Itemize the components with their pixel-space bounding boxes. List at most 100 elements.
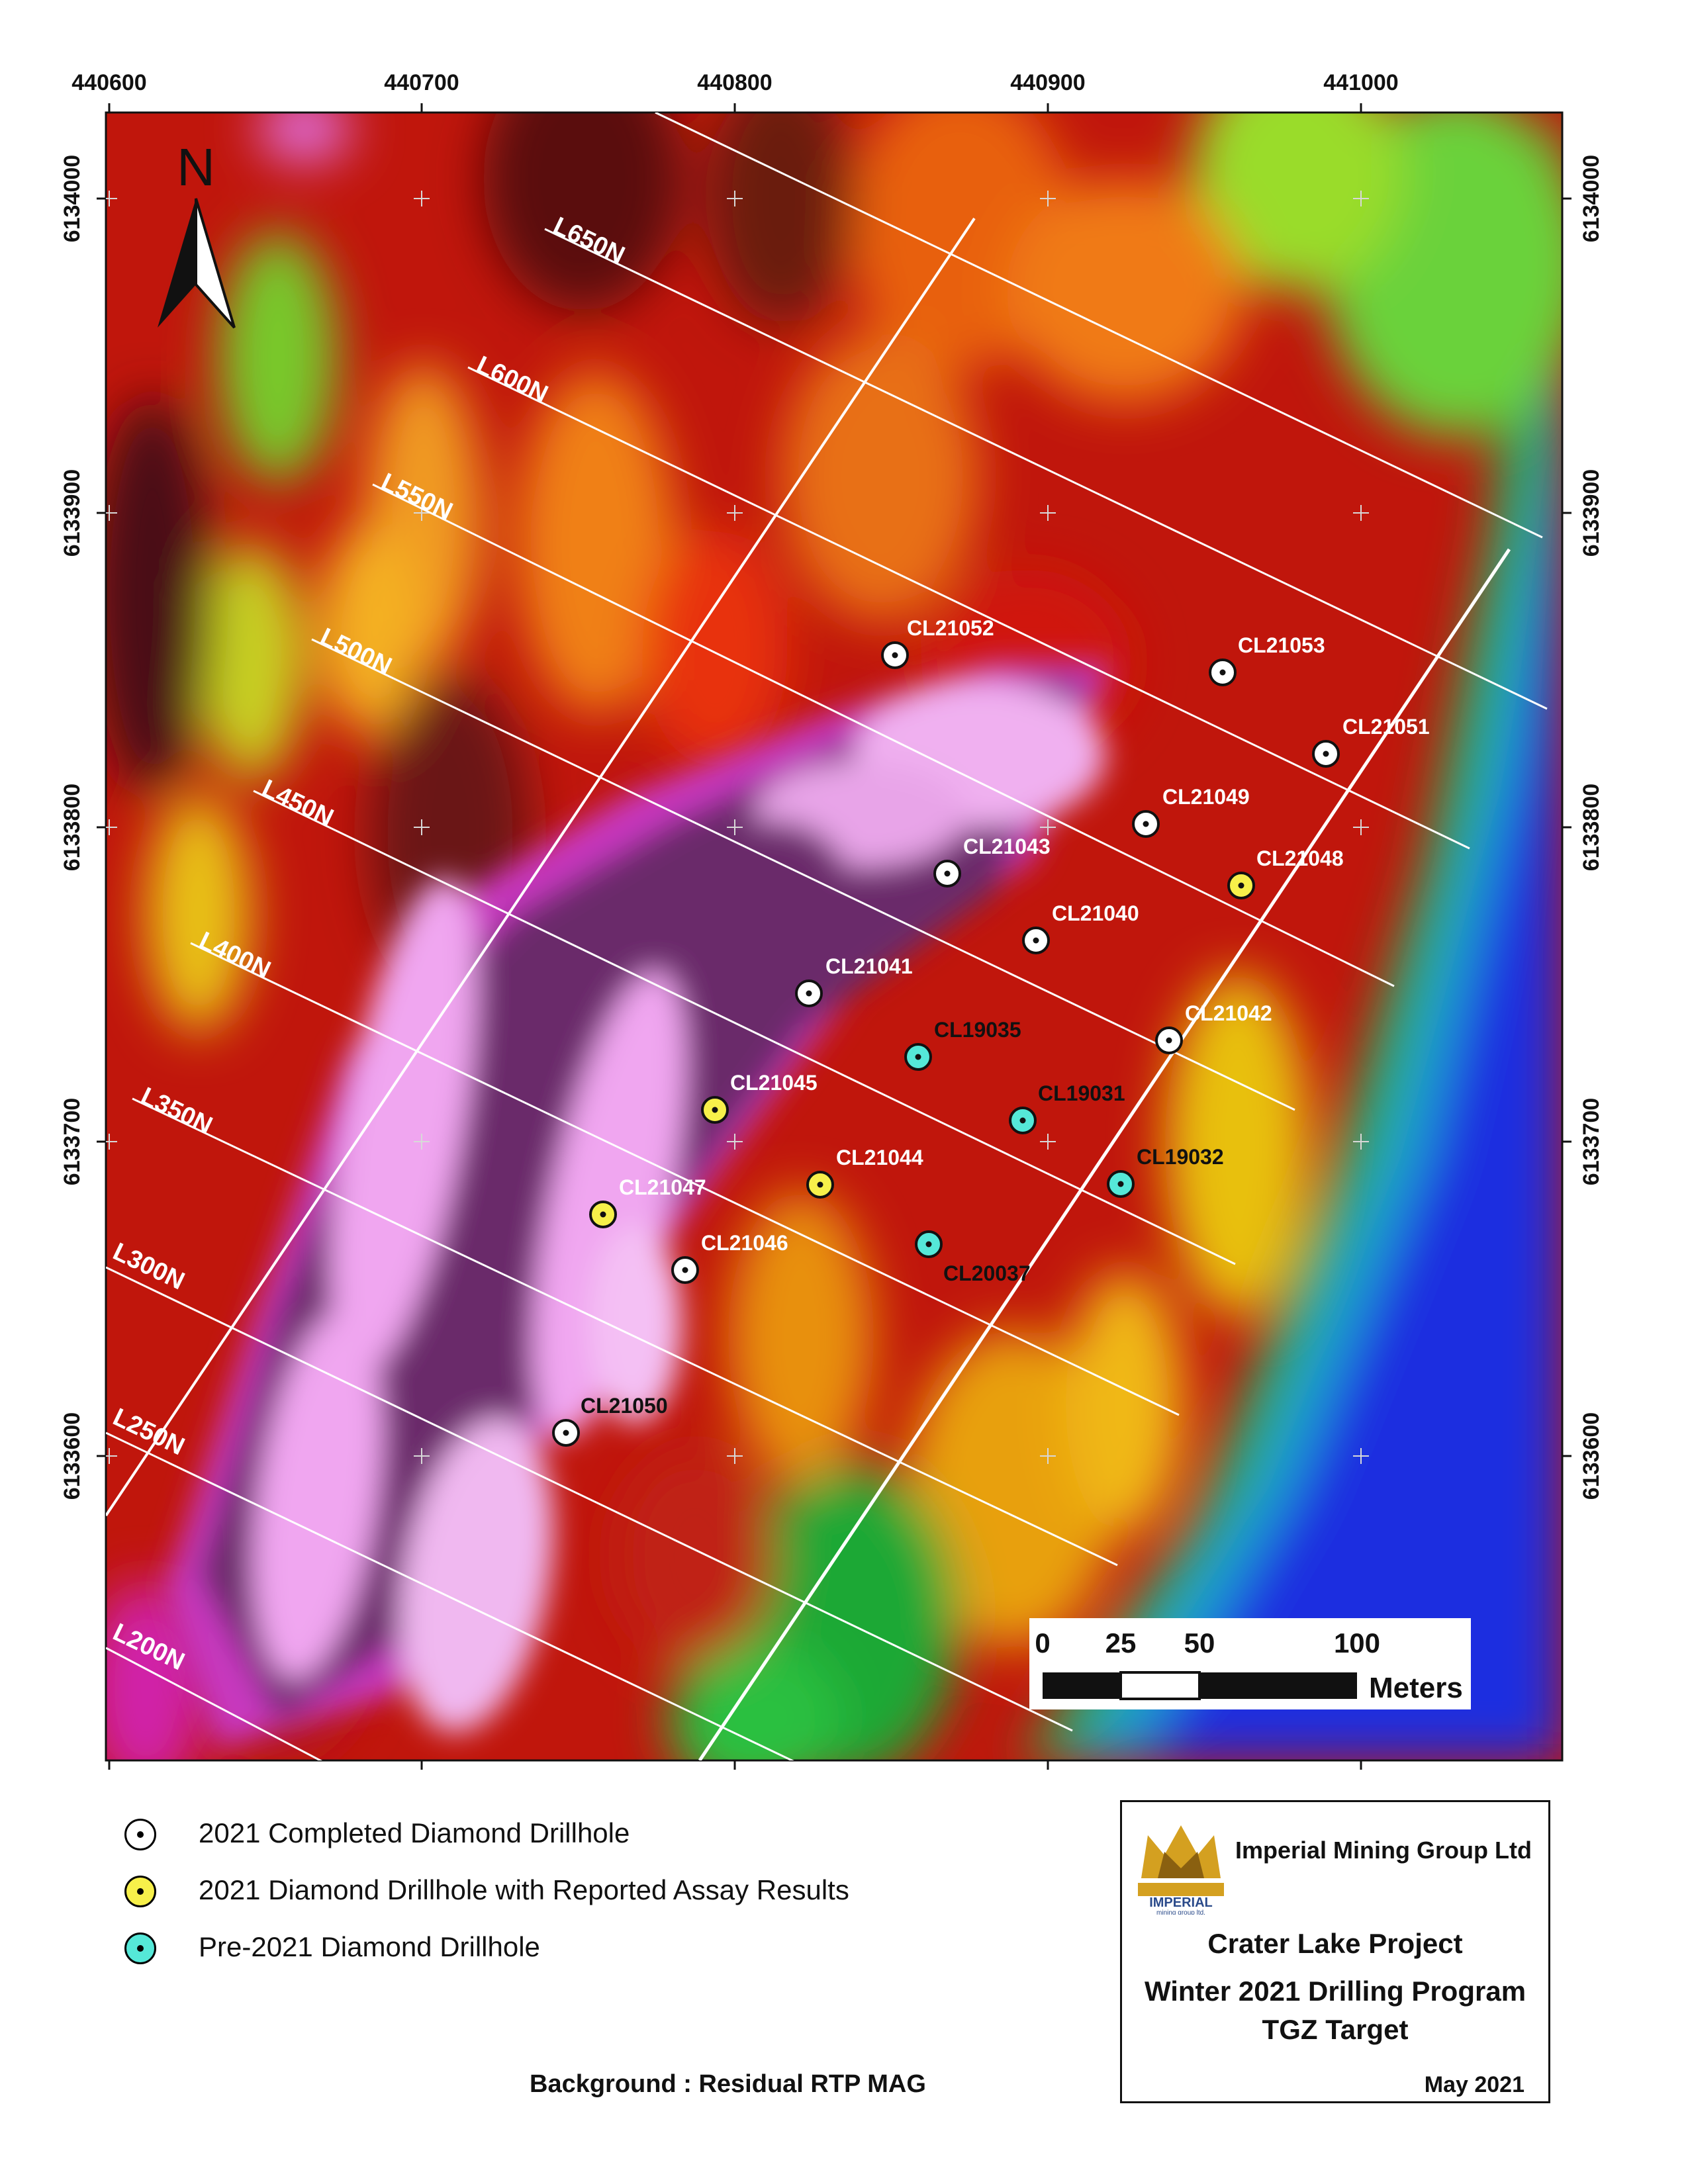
survey-line (467, 366, 1470, 850)
survey-line (655, 113, 1543, 539)
survey-line (544, 228, 1548, 710)
drillhole-cl20037[interactable]: CL20037 (915, 1230, 1031, 1285)
drillhole-center-dot (1117, 1181, 1124, 1187)
drillhole-cl21049[interactable]: CL21049 (1132, 785, 1250, 838)
x-tick-label: 440800 (697, 70, 772, 95)
drillhole-label: CL21041 (825, 954, 913, 978)
drillhole-label: CL21040 (1052, 901, 1139, 925)
drillhole-cl21051[interactable]: CL21051 (1312, 715, 1430, 768)
drillhole-label: CL21046 (701, 1231, 788, 1255)
project-title: Crater Lake Project (1207, 1928, 1463, 1959)
drillhole-center-dot (1323, 751, 1329, 757)
background-note: Background : Residual RTP MAG (530, 2070, 926, 2098)
drillhole-cl21043[interactable]: CL21043 (933, 835, 1051, 887)
map-frame (105, 111, 1564, 1762)
survey-lines (106, 113, 1548, 1760)
magnetic-background (106, 113, 1562, 1760)
drillhole-label: CL19031 (1038, 1081, 1125, 1105)
drillhole-label: CL21051 (1342, 715, 1430, 739)
drillhole-center-dot (1219, 669, 1226, 676)
drillhole-cl21046[interactable]: CL21046 (671, 1231, 788, 1284)
legend-label: Pre-2021 Diamond Drillhole (199, 1931, 540, 1962)
legend: 2021 Completed Diamond Drillhole 2021 Di… (119, 1813, 980, 1984)
drillhole-center-dot (1033, 937, 1039, 944)
x-tick-label: 440900 (1010, 70, 1085, 95)
survey-line (106, 1647, 323, 1760)
scale-tick-label: 0 (1035, 1627, 1050, 1659)
drillhole-center-dot (1019, 1117, 1026, 1124)
y-tick-label-left: 6133900 (60, 469, 85, 557)
drillhole-label: CL21045 (730, 1071, 818, 1095)
drillholes: CL21052 CL21053 CL21051 CL21049 CL21048 CL210… (552, 616, 1430, 1447)
baseline-east (698, 548, 1511, 1760)
drillhole-center-dot (806, 990, 812, 997)
scale-segment (1119, 1671, 1201, 1700)
map-date: May 2021 (1424, 2072, 1524, 2097)
drillhole-cl21052[interactable]: CL21052 (881, 616, 994, 669)
drillhole-cl21040[interactable]: CL21040 (1022, 901, 1139, 954)
company-logo: IMPERIAL mining group ltd. (1138, 1825, 1224, 1915)
assay-drillhole-symbol (124, 1876, 156, 1907)
legend-label: 2021 Completed Diamond Drillhole (199, 1817, 630, 1848)
drillhole-cl21042[interactable]: CL21042 (1155, 1001, 1272, 1054)
drillhole-cl19031[interactable]: CL19031 (1009, 1081, 1125, 1134)
y-tick-label-left: 6133800 (60, 784, 85, 871)
legend-item: 2021 Completed Diamond Drillhole (119, 1813, 980, 1870)
drillhole-center-dot (712, 1107, 718, 1113)
drillhole-label: CL21048 (1256, 846, 1344, 870)
scale-bar: 0 25 50 100 Meters (1029, 1618, 1471, 1709)
survey-line (311, 638, 1295, 1111)
drillhole-cl21048[interactable]: CL21048 (1227, 846, 1344, 899)
drillhole-center-dot (682, 1267, 688, 1273)
survey-line (190, 942, 1180, 1416)
drillhole-center-dot (892, 652, 898, 659)
scale-unit: Meters (1369, 1672, 1463, 1704)
legend-item: Pre-2021 Diamond Drillhole (119, 1927, 980, 1984)
survey-line (372, 483, 1395, 987)
drillhole-label: CL21044 (836, 1146, 923, 1169)
drillhole-label: CL19035 (934, 1018, 1021, 1042)
scale-tick-label: 25 (1105, 1627, 1137, 1659)
y-tick-label-left: 6133600 (60, 1412, 85, 1500)
drillhole-center-dot (1166, 1037, 1172, 1044)
scale-tick-label: 50 (1184, 1627, 1215, 1659)
drillhole-cl19032[interactable]: CL19032 (1107, 1145, 1224, 1198)
y-tick-label-right: 6133800 (1579, 784, 1604, 871)
scale-tick-label: 100 (1334, 1627, 1380, 1659)
completed-drillhole-symbol (124, 1819, 156, 1850)
drillhole-center-dot (925, 1241, 932, 1248)
x-tick-label: 440700 (384, 70, 459, 95)
legend-item: 2021 Diamond Drillhole with Reported Ass… (119, 1870, 980, 1927)
drillhole-cl21041[interactable]: CL21041 (795, 954, 913, 1007)
north-arrow: N (158, 138, 236, 329)
drillhole-center-dot (563, 1430, 569, 1436)
north-arrow-left-half (158, 199, 196, 328)
logo-text: IMPERIAL (1149, 1895, 1213, 1910)
drillhole-label: CL21042 (1185, 1001, 1272, 1025)
survey-line (132, 1097, 1118, 1567)
y-tick-label-right: 6133700 (1579, 1098, 1604, 1185)
drillhole-center-dot (915, 1054, 921, 1060)
north-arrow-right-half (195, 198, 236, 329)
drillhole-cl21044[interactable]: CL21044 (806, 1146, 923, 1199)
y-tick-label-right: 6134000 (1579, 155, 1604, 242)
scale-segment (1199, 1672, 1357, 1699)
title-block: IMPERIAL mining group ltd. Imperial Mini… (1120, 1800, 1550, 2103)
drillhole-center-dot (944, 870, 951, 877)
drillhole-label: CL21047 (619, 1175, 706, 1199)
y-tick-label-right: 6133900 (1579, 469, 1604, 557)
pre2021-drillhole-symbol (124, 1933, 156, 1964)
x-tick-label: 441000 (1323, 70, 1398, 95)
drillhole-label: CL20037 (943, 1261, 1031, 1285)
drillhole-center-dot (1143, 821, 1149, 827)
drillhole-cl21053[interactable]: CL21053 (1209, 633, 1325, 686)
survey-line (253, 790, 1236, 1265)
drillhole-cl21047[interactable]: CL21047 (589, 1175, 706, 1228)
legend-label: 2021 Diamond Drillhole with Reported Ass… (199, 1874, 849, 1905)
drillhole-cl19035[interactable]: CL19035 (904, 1018, 1021, 1071)
drillhole-label: CL21052 (907, 616, 994, 640)
scale-segment (1043, 1672, 1121, 1699)
drillhole-cl21050[interactable]: CL21050 (552, 1394, 668, 1447)
drillhole-cl21045[interactable]: CL21045 (701, 1071, 818, 1124)
